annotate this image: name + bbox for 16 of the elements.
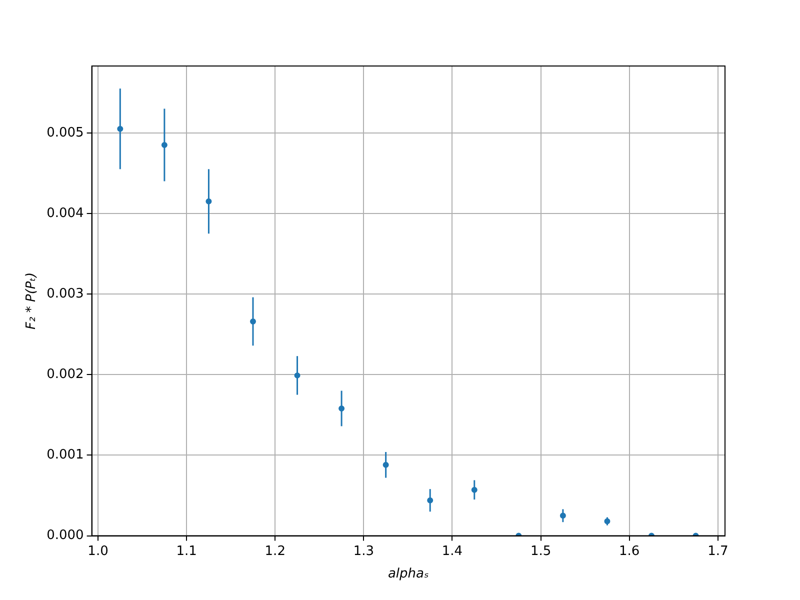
y-tick-label: 0.004 [46,206,84,221]
y-tick-label: 0.002 [46,367,84,382]
x-tick-label: 1.1 [176,544,197,559]
y-tick-label: 0.001 [46,448,84,463]
x-tick-label: 1.4 [442,544,463,559]
x-tick-label: 1.2 [264,544,286,559]
x-tick-label: 1.5 [530,544,552,559]
x-tick-label: 1.3 [353,544,374,559]
y-tick-label: 0.005 [46,125,84,140]
x-tick-label: 1.6 [619,544,640,559]
x-axis-title: alphaₛ [388,566,429,582]
y-tick-label: 0.003 [46,286,84,302]
y-tick-label: 0.000 [46,528,84,544]
x-tick-label: 1.7 [708,544,728,559]
y-axis-title: F₂ * P(Pₜ) [24,272,40,330]
x-tick-label: 1.0 [88,544,108,559]
